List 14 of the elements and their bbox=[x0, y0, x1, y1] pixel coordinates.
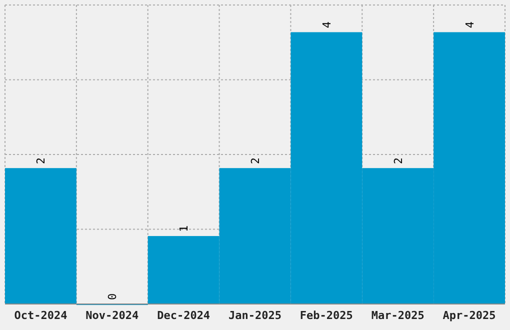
data-label: 2 bbox=[249, 157, 262, 164]
data-label: 4 bbox=[320, 21, 334, 28]
x-tick-label: Apr-2025 bbox=[442, 309, 496, 322]
x-tick-label: Feb-2025 bbox=[300, 309, 353, 322]
data-label: 2 bbox=[34, 157, 48, 164]
data-label: 4 bbox=[463, 21, 476, 28]
x-tick-label: Oct-2024 bbox=[14, 309, 68, 322]
x-tick-label: Mar-2025 bbox=[371, 309, 424, 322]
x-tick-label: Dec-2024 bbox=[157, 309, 210, 322]
data-label: 0 bbox=[106, 293, 120, 300]
data-label: 2 bbox=[392, 157, 405, 164]
data-label: 1 bbox=[178, 225, 191, 232]
x-tick-label: Jan-2025 bbox=[228, 309, 282, 322]
x-tick-label: Nov-2024 bbox=[86, 309, 140, 322]
